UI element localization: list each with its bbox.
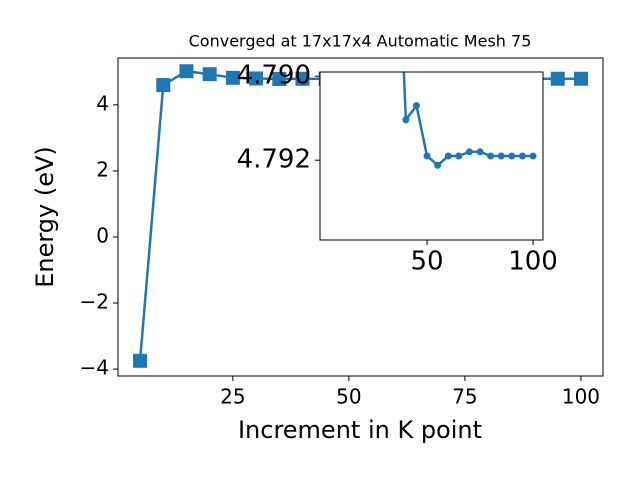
marker [249,71,264,86]
x-tick-label: 100 [508,247,558,277]
marker [455,152,463,160]
y-tick-label: 4 [96,91,109,115]
marker [476,148,484,156]
marker [550,71,565,86]
y-tick-label: 2 [96,157,109,181]
y-tick-label: 0 [96,223,109,247]
marker [529,152,537,160]
axes-frame [319,71,544,241]
marker [497,152,505,160]
marker [573,71,588,86]
marker [179,64,194,79]
marker [465,148,473,156]
marker [133,353,148,368]
y-tick-label: 4.792 [237,145,311,175]
plot-area [402,72,537,169]
x-tick-label: 25 [220,385,245,409]
x-tick-label: 50 [411,247,444,277]
chart-title: Converged at 17x17x4 Automatic Mesh 75 [189,32,532,51]
marker [423,152,431,160]
marker [487,152,495,160]
marker [434,161,442,169]
x-tick-label: 50 [336,385,361,409]
y-tick-label: 4.790 [237,61,311,91]
marker [508,152,516,160]
y-tick-label: −4 [80,356,109,380]
marker [518,152,526,160]
x-tick-label: 100 [562,385,600,409]
axes-frame [117,57,604,377]
marker [156,78,171,93]
marker [225,70,240,85]
marker [402,116,410,124]
x-axis-label: Increment in K point [238,416,482,444]
marker [444,152,452,160]
marker [272,71,287,86]
marker [295,71,310,86]
x-tick-label: 75 [452,385,477,409]
marker [202,67,217,82]
y-tick-label: −2 [80,290,109,314]
y-axis-label: Energy (eV) [31,146,59,288]
marker [412,102,420,110]
